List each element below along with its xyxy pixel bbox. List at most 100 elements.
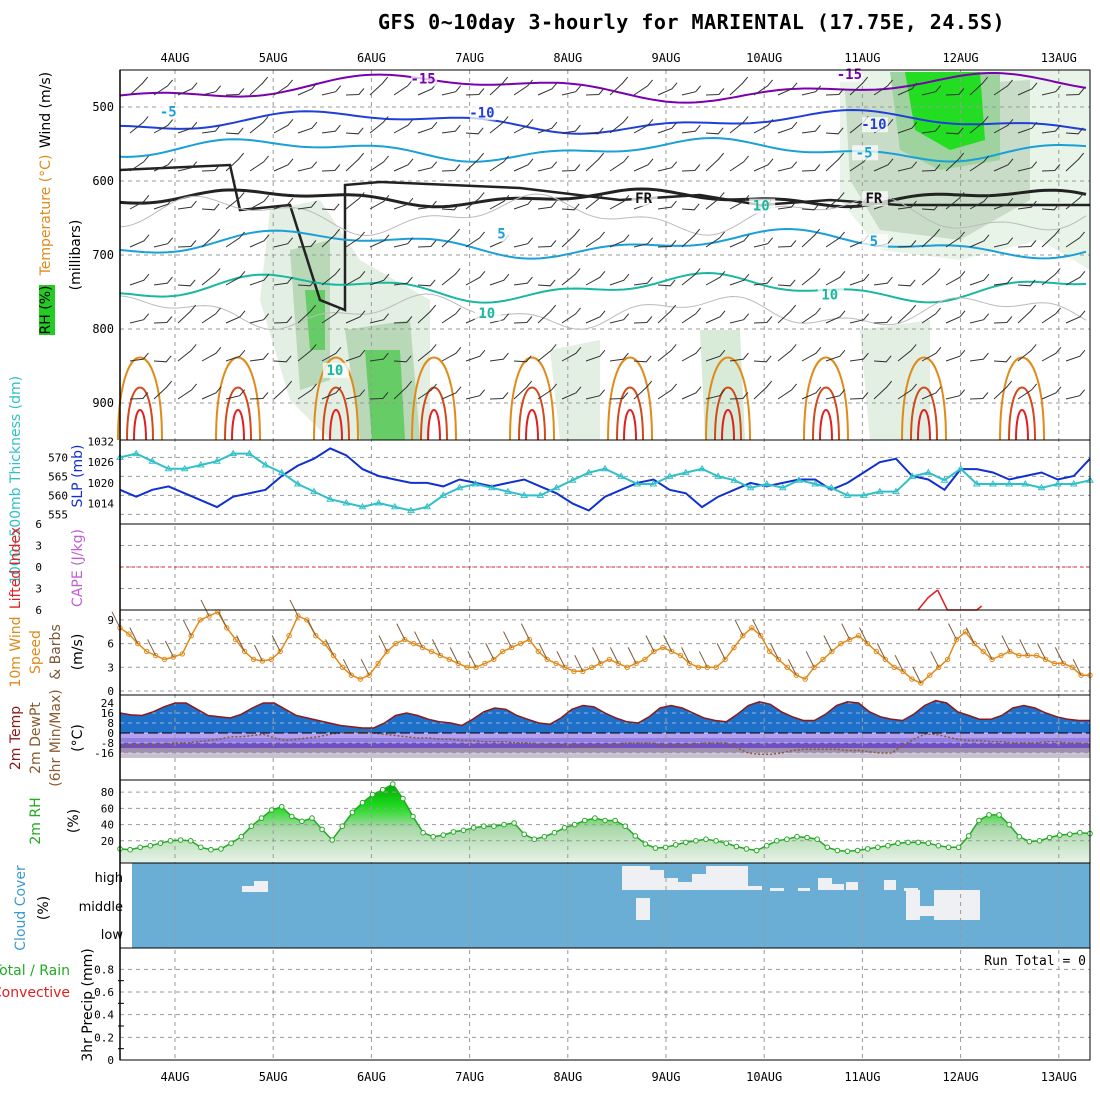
wind-barb-10m — [681, 647, 690, 664]
contour-label: -10 — [861, 117, 886, 133]
wind-barb — [705, 389, 726, 400]
wind-barb — [897, 121, 918, 134]
wind-barb — [201, 203, 220, 211]
contour-bulb-15 — [999, 356, 1045, 441]
wind-barb — [777, 200, 797, 210]
rh-marker — [1056, 832, 1063, 838]
contour-bulb-15 — [509, 356, 555, 441]
wind-barb — [417, 304, 437, 324]
thickness-tick-label: 565 — [48, 470, 68, 483]
wind-barb — [945, 127, 964, 135]
wind-barb-10m — [574, 655, 584, 672]
wind-barb — [537, 161, 558, 172]
thickness-marker — [584, 468, 593, 476]
rh-fill — [120, 784, 1090, 863]
rh-marker — [460, 827, 467, 834]
wind-barb — [225, 88, 245, 96]
wind-barb-10m — [752, 619, 762, 636]
li-tick-label: 3 — [35, 583, 42, 596]
contour-label: -10 — [469, 105, 494, 121]
thickness-marker — [568, 476, 577, 483]
wind-barb-10m — [627, 647, 637, 664]
date-label-bottom-11AUG: 11AUG — [844, 1070, 880, 1084]
rh-marker — [1026, 838, 1033, 845]
cloud-level-low: low — [101, 928, 124, 943]
wind-speed-marker — [686, 660, 693, 667]
wind-barb — [993, 316, 1013, 324]
wind-speed-marker — [348, 672, 355, 678]
wind-barb — [225, 389, 246, 400]
chart-title: GFS 0~10day 3-hourly for MARIENTAL (17.7… — [378, 10, 1006, 34]
wind-barb — [129, 76, 149, 96]
wind-barb — [393, 118, 414, 134]
wind-speed-marker — [900, 668, 906, 674]
contour-label-bg — [489, 226, 516, 242]
wind-speed-marker — [855, 633, 862, 639]
wind-barb-10m — [342, 658, 352, 676]
contour-bulb-15 — [901, 356, 947, 441]
wind-barb — [249, 155, 269, 172]
wind-barb-10m — [414, 631, 424, 648]
thickness-marker — [714, 472, 723, 479]
wind-barb — [345, 192, 365, 210]
rh-marker — [470, 825, 477, 831]
wind-barb — [921, 346, 942, 362]
contour-bulb-25 — [721, 409, 735, 441]
thickness-marker — [342, 499, 351, 506]
contour-label-bg — [749, 198, 776, 214]
wind-barb — [657, 240, 677, 248]
date-label-bottom-9AUG: 9AUG — [652, 1070, 681, 1084]
rh-marker — [875, 844, 881, 851]
wind-barb — [585, 231, 605, 248]
precip-tick-label: 0 — [107, 1054, 114, 1067]
cloud-block — [906, 890, 920, 920]
wind-barb — [681, 268, 701, 286]
fills-layer — [120, 70, 1090, 948]
wind-speed-marker — [437, 652, 444, 659]
wind-barb — [993, 237, 1014, 248]
wind-barb — [249, 116, 269, 134]
wind-speed-marker — [829, 648, 835, 655]
wind-barb — [153, 355, 172, 363]
wind-barb — [609, 76, 629, 96]
rh-marker — [895, 840, 901, 847]
wind-barb — [753, 79, 773, 96]
wind-speed-marker — [936, 664, 942, 670]
rh-marker — [976, 817, 982, 824]
wind-speed-marker — [491, 656, 497, 663]
run-total-label: Run Total = 0 — [984, 954, 1086, 969]
contour-freezing-detail — [119, 163, 1090, 312]
cloud-block — [884, 880, 896, 890]
wind-barb-10m — [1054, 647, 1064, 664]
wind-barb — [153, 79, 173, 96]
rh-shading — [550, 340, 600, 440]
thickness-marker — [245, 449, 254, 457]
wind-speed-marker — [713, 664, 719, 670]
rh-marker — [652, 845, 659, 851]
wind-barb-10m — [912, 666, 922, 684]
wind-barb — [801, 228, 821, 248]
wind-barb-10m — [503, 631, 513, 648]
wind-speed-marker — [419, 644, 426, 651]
cloud-block — [678, 882, 692, 890]
wind-barb — [513, 380, 533, 400]
wind-speed-marker — [384, 648, 390, 655]
wind-barb — [465, 270, 486, 286]
wind-barb — [801, 203, 820, 211]
wind-speed-marker — [962, 629, 969, 635]
thickness-marker — [326, 495, 335, 502]
wind-barb-10m — [841, 623, 851, 640]
text-layer: 4AUG 4AUG 5AUG 5AUG 6AUG 6AUG 7AUG 7AUG 8AUG 8AUG… — [0, 51, 1086, 1084]
rh-marker — [299, 818, 305, 825]
wind-barb — [993, 355, 1012, 363]
wind-barb — [321, 386, 342, 400]
contour-bulb-25 — [427, 409, 441, 441]
wind-barb — [465, 192, 485, 210]
wind-barb — [729, 234, 750, 248]
wind-barb — [801, 164, 821, 172]
wind-speed-marker — [1033, 652, 1040, 659]
wind-speed-marker — [615, 660, 621, 667]
wind-speed-marker — [330, 652, 337, 659]
wind-barb-10m — [111, 611, 121, 629]
wind-speed-marker — [864, 640, 871, 647]
